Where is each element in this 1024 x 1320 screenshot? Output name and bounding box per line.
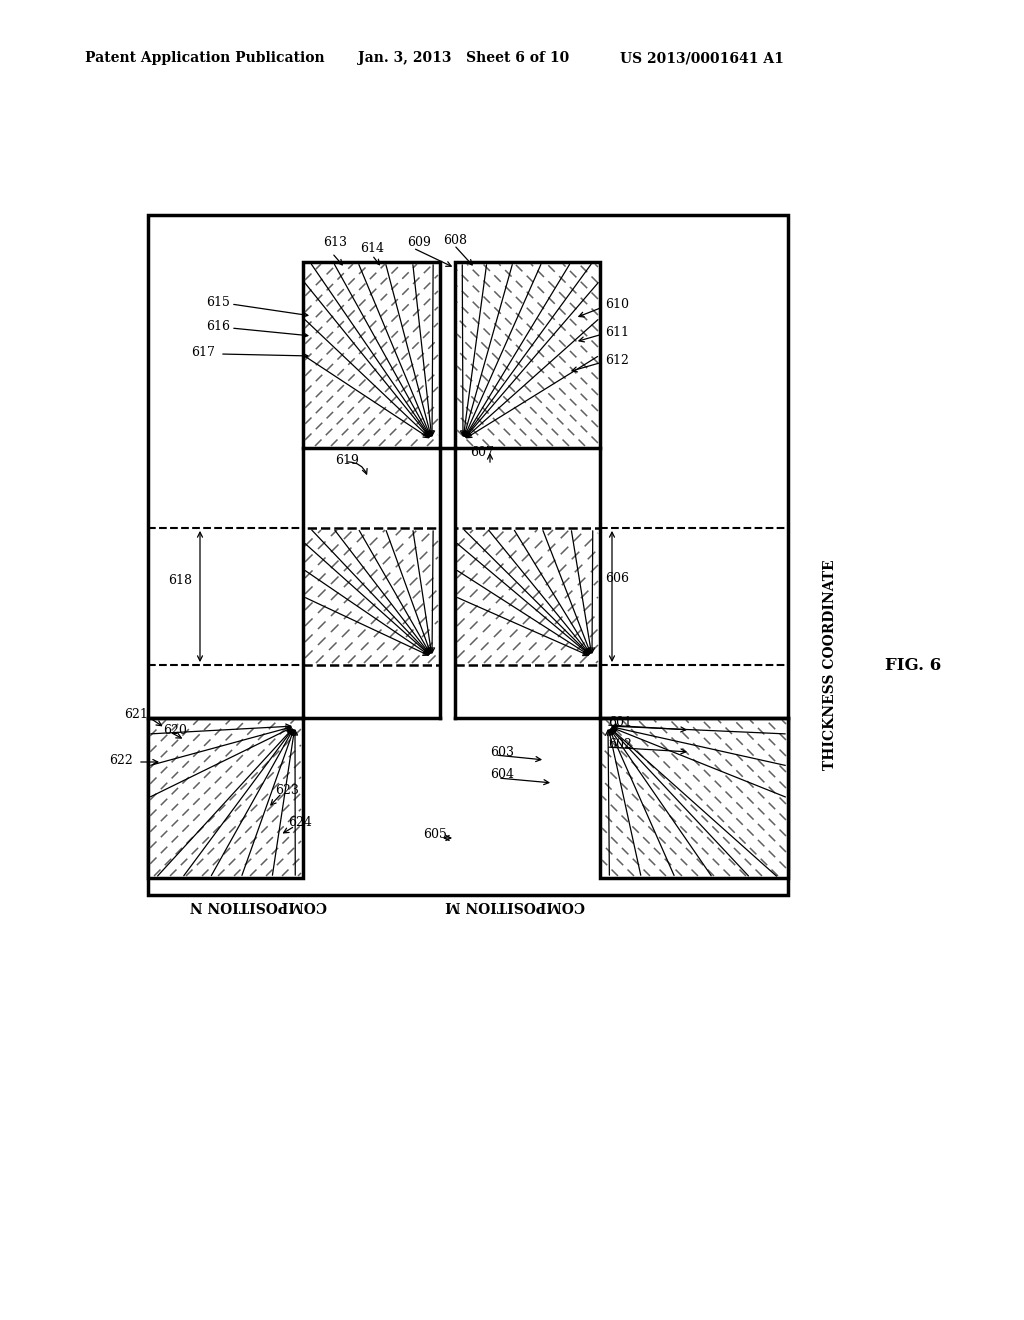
Text: 610: 610 xyxy=(605,298,629,312)
Bar xyxy=(455,528,600,665)
Text: 609: 609 xyxy=(407,235,431,248)
Text: COMPOSITION N: COMPOSITION N xyxy=(189,898,327,912)
Text: 601: 601 xyxy=(608,717,632,730)
Text: 606: 606 xyxy=(605,572,629,585)
Bar xyxy=(455,261,600,447)
Text: 611: 611 xyxy=(605,326,629,338)
Text: 624: 624 xyxy=(288,817,312,829)
Text: 608: 608 xyxy=(443,234,467,247)
Text: 616: 616 xyxy=(206,319,230,333)
Bar xyxy=(148,718,303,878)
Text: 619: 619 xyxy=(335,454,358,466)
Bar xyxy=(148,215,788,895)
Text: 613: 613 xyxy=(323,236,347,249)
Text: Patent Application Publication: Patent Application Publication xyxy=(85,51,325,65)
Text: 612: 612 xyxy=(605,354,629,367)
Text: 623: 623 xyxy=(275,784,299,796)
Bar xyxy=(303,528,440,665)
Text: FIG. 6: FIG. 6 xyxy=(885,656,941,673)
Text: 605: 605 xyxy=(423,829,447,842)
Text: 620: 620 xyxy=(163,723,186,737)
Text: 604: 604 xyxy=(490,768,514,781)
Bar xyxy=(303,261,440,447)
Text: THICKNESS COORDINATE: THICKNESS COORDINATE xyxy=(823,560,837,771)
Text: COMPOSITION M: COMPOSITION M xyxy=(445,898,585,912)
Text: 614: 614 xyxy=(360,242,384,255)
Text: 602: 602 xyxy=(608,738,632,751)
Bar xyxy=(600,718,788,878)
Text: 622: 622 xyxy=(110,754,133,767)
Text: Jan. 3, 2013   Sheet 6 of 10: Jan. 3, 2013 Sheet 6 of 10 xyxy=(358,51,569,65)
Text: 615: 615 xyxy=(206,296,230,309)
Text: US 2013/0001641 A1: US 2013/0001641 A1 xyxy=(620,51,784,65)
Text: 621: 621 xyxy=(124,709,148,722)
Text: 617: 617 xyxy=(191,346,215,359)
Text: 607: 607 xyxy=(470,446,494,459)
Text: 603: 603 xyxy=(490,746,514,759)
Text: 618: 618 xyxy=(168,573,193,586)
